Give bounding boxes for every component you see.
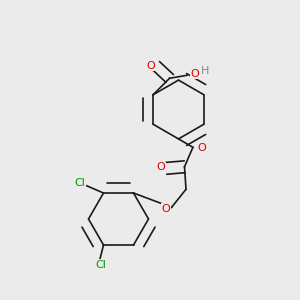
Text: H: H: [201, 66, 210, 76]
Text: Cl: Cl: [75, 178, 86, 188]
Text: O: O: [146, 61, 155, 71]
Text: O: O: [157, 162, 166, 172]
Text: Cl: Cl: [95, 260, 106, 270]
Text: O: O: [162, 204, 171, 214]
Text: O: O: [190, 69, 199, 79]
Text: O: O: [198, 143, 206, 153]
